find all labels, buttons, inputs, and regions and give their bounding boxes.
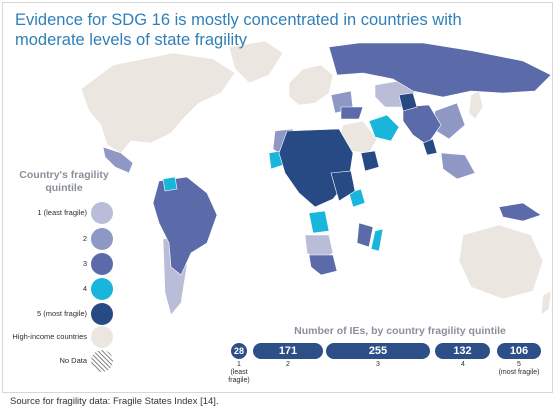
legend-label: 3 xyxy=(82,259,87,268)
quintile-3-regions xyxy=(152,42,552,276)
tick-quintile-1: 1 (least fragile) xyxy=(221,361,257,385)
bar-quintile-3: 255 xyxy=(326,343,430,359)
tick-label: 5 xyxy=(517,361,521,368)
bar-quintile-2: 171 xyxy=(253,343,323,359)
legend-label: 2 xyxy=(82,234,87,243)
legend-label: 1 (least fragile) xyxy=(37,208,87,217)
bar-chart-title: Number of IEs, by country fragility quin… xyxy=(294,325,506,337)
tick-quintile-3: 3 xyxy=(368,361,388,369)
source-note: Source for fragility data: Fragile State… xyxy=(10,396,219,407)
legend-label: High-income countries xyxy=(12,332,87,341)
figure-title: Evidence for SDG 16 is mostly concentrat… xyxy=(15,11,462,49)
legend-title: Country's fragility quintile xyxy=(19,169,109,194)
tick-quintile-5: 5 (most fragile) xyxy=(497,361,541,377)
legend-item-2: 2 xyxy=(13,228,113,252)
tick-note: (least fragile) xyxy=(228,369,250,384)
australia xyxy=(458,224,544,300)
legend-label: No Data xyxy=(59,356,87,365)
legend-swatch xyxy=(91,278,113,300)
figure-frame: Evidence for SDG 16 is mostly concentrat… xyxy=(2,2,553,393)
tick-label: 1 xyxy=(237,361,241,368)
legend-swatch xyxy=(91,326,113,348)
tick-label: 3 xyxy=(376,361,380,368)
legend-swatch-hatched xyxy=(91,350,113,372)
legend-item-no-data: No Data xyxy=(13,350,113,374)
tick-label: 2 xyxy=(286,361,290,368)
world-map xyxy=(80,40,552,316)
europe xyxy=(288,64,334,106)
bar-quintile-5: 106 xyxy=(497,343,541,359)
tick-note: (most fragile) xyxy=(498,369,540,376)
legend-label: 5 (most fragile) xyxy=(36,309,87,318)
tick-quintile-2: 2 xyxy=(278,361,298,369)
japan xyxy=(468,90,484,120)
legend-swatch xyxy=(91,202,113,224)
bar-quintile-4: 132 xyxy=(435,343,490,359)
legend-swatch xyxy=(91,253,113,275)
legend-item-high-income: High-income countries xyxy=(12,326,113,350)
legend-item-3: 3 xyxy=(13,253,113,277)
quintile-5-regions xyxy=(278,92,438,208)
legend-swatch xyxy=(91,303,113,325)
legend-label: 4 xyxy=(82,284,87,293)
tick-quintile-4: 4 xyxy=(453,361,473,369)
legend-item-1: 1 (least fragile) xyxy=(13,202,113,226)
legend-item-5: 5 (most fragile) xyxy=(13,303,113,327)
new-zealand xyxy=(540,290,552,316)
quintile-4-regions xyxy=(162,114,400,252)
north-america xyxy=(80,52,236,154)
tick-label: 4 xyxy=(461,361,465,368)
bar-quintile-1: 28 xyxy=(231,343,247,359)
greenland xyxy=(228,40,284,84)
legend-item-4: 4 xyxy=(13,278,113,302)
legend-swatch xyxy=(91,228,113,250)
land-base xyxy=(80,40,552,316)
